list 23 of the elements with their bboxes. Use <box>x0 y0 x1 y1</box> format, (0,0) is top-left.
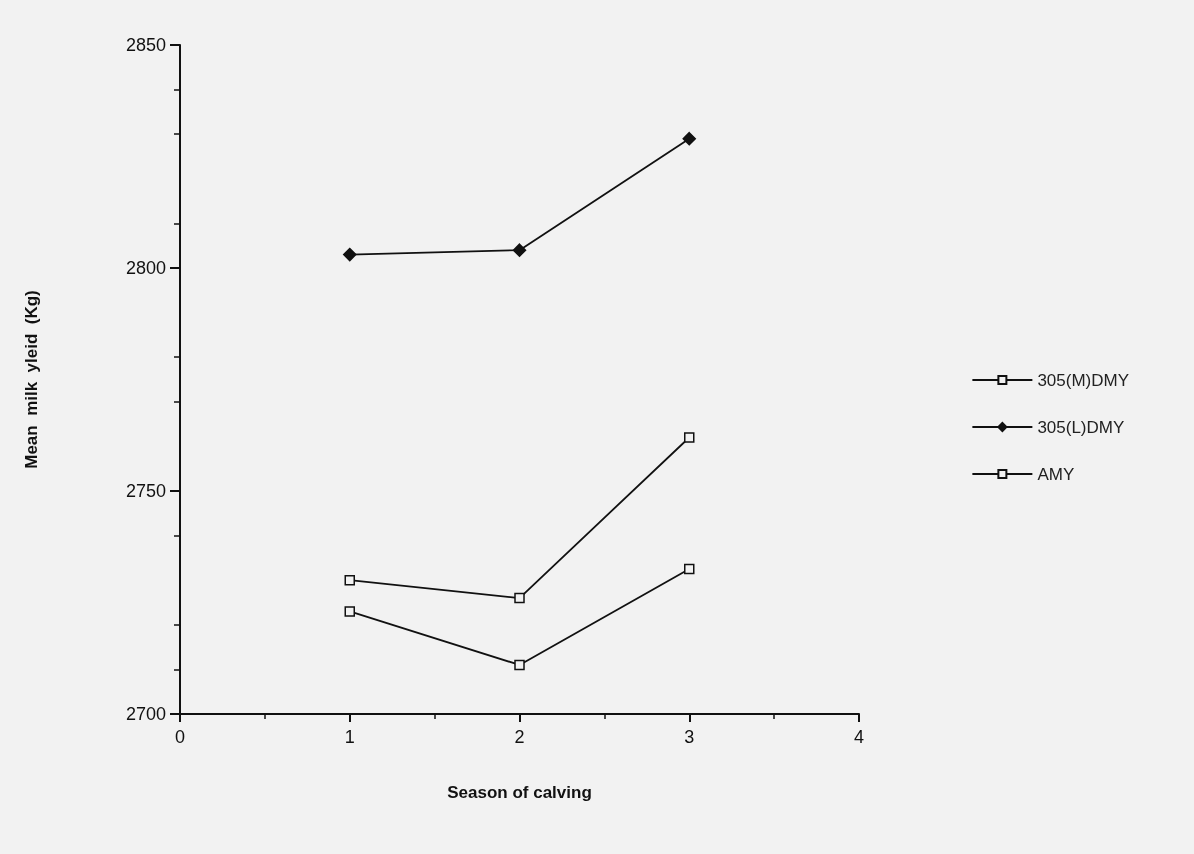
y-tick-label: 2750 <box>125 481 166 501</box>
legend-label: 305(M)DMY <box>1037 370 1129 390</box>
point <box>514 659 525 671</box>
legend-label: 305(L)DMY <box>1037 417 1125 437</box>
point <box>344 574 355 586</box>
point <box>344 606 355 617</box>
x-axis-title: Season of calving <box>447 783 592 802</box>
x-tick-label: 3 <box>684 727 695 747</box>
point <box>684 432 695 443</box>
y-axis-title: Mean milk yleid (Kg) <box>22 290 41 469</box>
y-tick-label: 2850 <box>125 35 166 55</box>
x-tick-label: 0 <box>174 727 186 747</box>
legend-label: AMY <box>1037 464 1075 484</box>
point <box>682 131 696 146</box>
x-tick-label: 2 <box>514 727 525 747</box>
point <box>684 563 695 575</box>
x-tick-label: 4 <box>853 727 865 747</box>
point <box>514 592 525 604</box>
y-tick-label: 2800 <box>125 258 166 278</box>
y-tick-label: 2700 <box>125 704 166 724</box>
point <box>512 243 527 257</box>
point <box>343 247 357 262</box>
x-tick-label: 1 <box>344 727 355 747</box>
